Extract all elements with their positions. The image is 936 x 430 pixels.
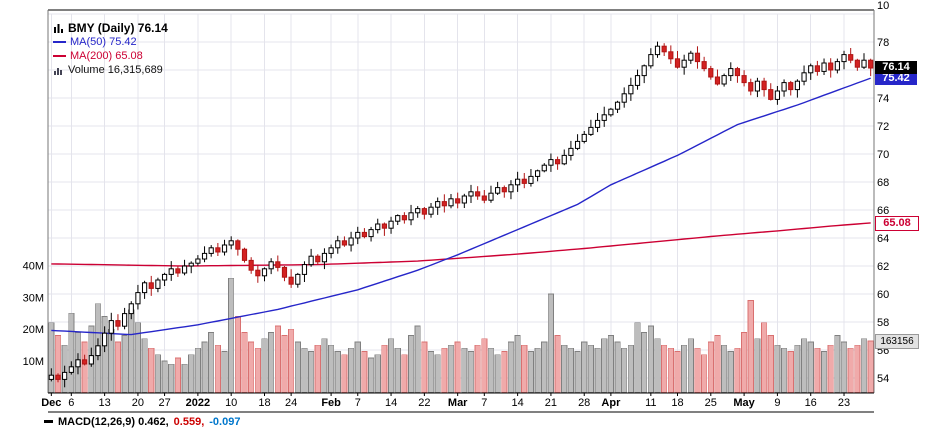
svg-text:23: 23 (838, 397, 850, 409)
svg-text:70: 70 (877, 149, 889, 161)
svg-text:28: 28 (578, 397, 590, 409)
candlesticks (48, 41, 874, 388)
ma200-price-badge: 65.08 (875, 216, 919, 231)
svg-text:30M: 30M (23, 292, 44, 304)
svg-text:May: May (733, 397, 755, 409)
svg-text:18: 18 (258, 397, 270, 409)
macd-label: MACD(12,26,9) 0.462, (58, 415, 169, 428)
svg-text:74: 74 (877, 93, 889, 105)
chart-legend: BMY (Daily) 76.14 MA(50) 75.42 MA(200) 6… (53, 21, 168, 77)
legend-volume-row: Volume 16,315,689 (53, 63, 168, 77)
svg-text:66: 66 (877, 205, 889, 217)
volume-bars (48, 277, 874, 393)
stockcharts-logo-icon (54, 23, 63, 33)
svg-text:40M: 40M (23, 260, 44, 272)
svg-text:25: 25 (705, 397, 717, 409)
legend-ma200-row: MA(200) 65.08 (53, 49, 168, 63)
panel-borders (47, 9, 875, 413)
svg-text:18: 18 (671, 397, 683, 409)
svg-text:68: 68 (877, 177, 889, 189)
symbol-title: BMY (Daily) 76.14 (68, 21, 168, 35)
volume-label: Volume 16,315,689 (68, 64, 163, 76)
svg-text:2022: 2022 (186, 397, 210, 409)
svg-text:27: 27 (158, 397, 170, 409)
svg-text:Mar: Mar (448, 397, 468, 409)
svg-text:64: 64 (877, 233, 889, 245)
svg-text:60: 60 (877, 289, 889, 301)
volume-axis-labels: 10M 20M 30M 40M (23, 260, 44, 368)
ma200-line (51, 222, 871, 267)
svg-text:20M: 20M (23, 324, 44, 336)
svg-text:22: 22 (418, 397, 430, 409)
macd-hist-value: -0.097 (209, 415, 241, 428)
volume-value-badge: 163156 (875, 334, 919, 349)
legend-title-row: BMY (Daily) 76.14 (53, 21, 168, 35)
svg-text:58: 58 (877, 317, 889, 329)
svg-text:10: 10 (225, 397, 237, 409)
svg-text:7: 7 (355, 397, 361, 409)
svg-text:21: 21 (545, 397, 557, 409)
ma50-line (51, 77, 871, 336)
svg-text:62: 62 (877, 261, 889, 273)
svg-text:72: 72 (877, 121, 889, 133)
svg-text:54: 54 (877, 373, 889, 385)
ma200-swatch-icon (53, 55, 66, 57)
svg-text:Feb: Feb (321, 397, 341, 409)
svg-text:24: 24 (285, 397, 297, 409)
last-price-badge: 76.14 (875, 61, 917, 74)
svg-text:16: 16 (805, 397, 817, 409)
x-axis-labels: Dec 6 13 20 27 2022 10 18 24 Feb 7 14 22 Mar 7 14 21 28 Ap… (41, 397, 850, 409)
svg-text:13: 13 (98, 397, 110, 409)
legend-ma50-row: MA(50) 75.42 (53, 35, 168, 49)
svg-text:Apr: Apr (601, 397, 621, 409)
ma50-label: MA(50) 75.42 (70, 36, 137, 48)
svg-text:10M: 10M (23, 356, 44, 368)
ma50-swatch-icon (53, 41, 66, 43)
macd-signal-value: 0.559, (173, 415, 205, 428)
ma200-label: MA(200) 65.08 (70, 50, 143, 62)
svg-text:20: 20 (132, 397, 144, 409)
macd-legend: MACD(12,26,9) 0.462, 0.559, -0.097 (44, 414, 240, 429)
svg-text:Dec: Dec (41, 397, 61, 409)
svg-text:7: 7 (481, 397, 487, 409)
svg-text:78: 78 (877, 37, 889, 49)
svg-text:6: 6 (68, 397, 74, 409)
macd-swatch-icon (44, 420, 53, 423)
svg-text:9: 9 (774, 397, 780, 409)
upper-panel-axis-label: 10 (877, 0, 890, 12)
svg-text:14: 14 (385, 397, 397, 409)
volume-bars-icon (54, 67, 62, 75)
ma50-price-badge: 75.42 (875, 72, 917, 85)
svg-text:14: 14 (511, 397, 523, 409)
svg-text:11: 11 (645, 397, 656, 409)
